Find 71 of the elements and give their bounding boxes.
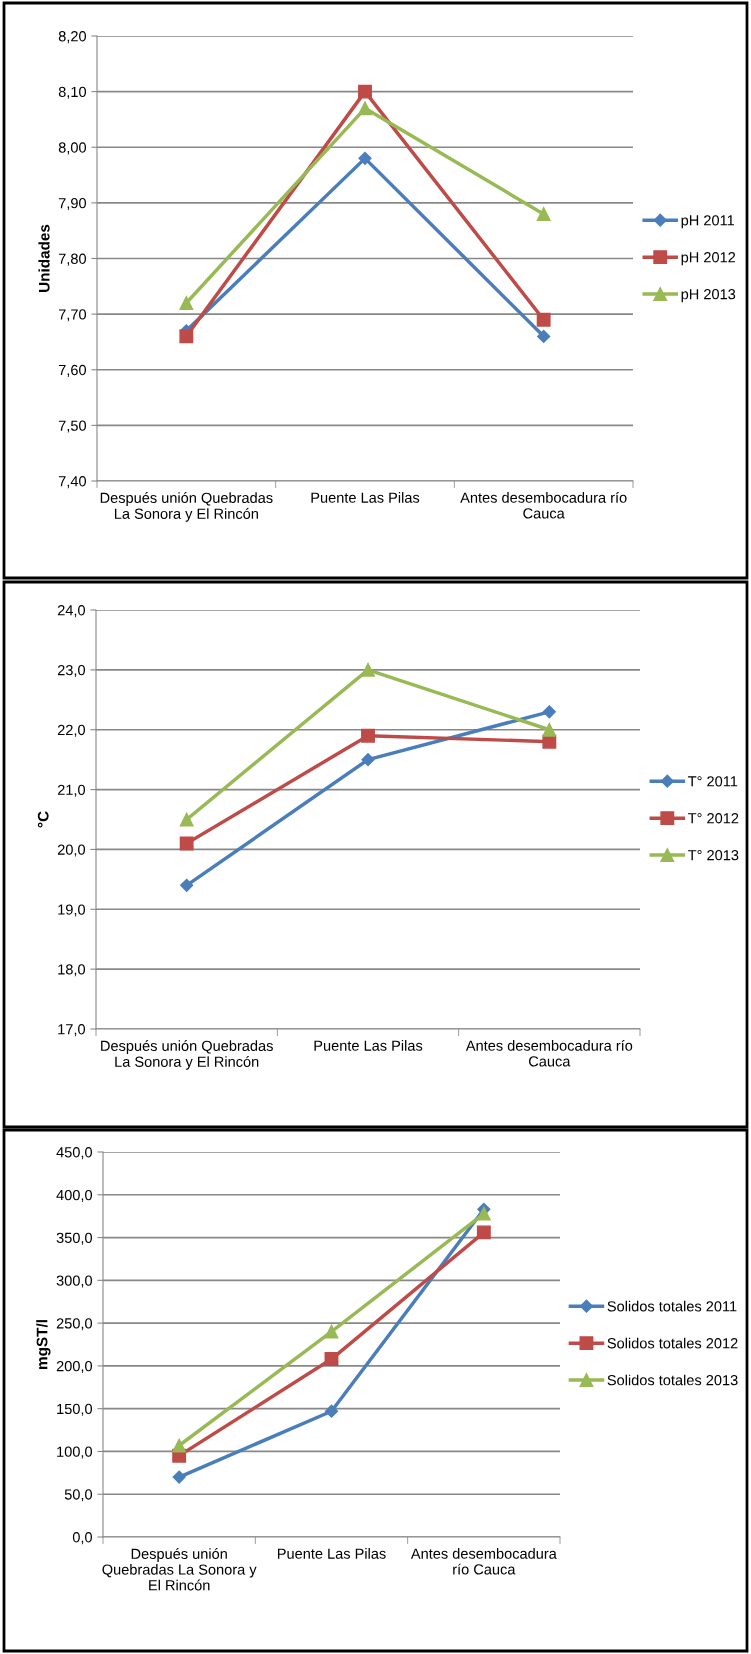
legend-label: Solidos totales 2012 [607,1337,738,1349]
y-tick-label: 8,20 [58,31,87,44]
x-tick-label: Antes desembocadura río Cauca [465,1039,633,1067]
y-tick-label: 23,0 [57,664,86,678]
legend-label: Solidos totales 2013 [607,1374,738,1386]
point [361,753,375,767]
y-tick-label: 7,70 [58,309,87,322]
y-tick-label: 24,0 [57,605,86,618]
legend-label: T° 2011 [688,776,738,787]
x-tick-label: Antes desembocadura río Cauca [460,491,627,519]
point [542,705,556,719]
point [358,151,372,165]
point [476,1225,491,1240]
y-tick-label: 7,90 [58,197,87,211]
y-tick-label: 7,50 [58,420,87,433]
y-tick-label: 7,40 [58,476,87,489]
point [172,1470,186,1484]
y-tick-label: 100,0 [57,1446,93,1459]
y-tick-label: 0,0 [72,1532,93,1545]
point [324,1324,339,1339]
point [179,329,194,344]
y-tick-label: 18,0 [58,964,86,977]
legend-label: pH 2012 [681,252,736,266]
point [476,1206,491,1221]
point [537,329,551,343]
point [172,1438,187,1453]
y-tick-label: 300,0 [56,1275,93,1288]
y-tick-label: 450,0 [56,1147,93,1160]
x-tick-label: Después unión Quebradas La Sonora y El Rincón [102,1548,257,1591]
legend-label: pH 2011 [681,215,734,229]
y-axis-title: °C [37,811,49,828]
y-tick-label: 50,0 [64,1489,93,1502]
x-tick-label: Después unión Quebradas La Sonora y El Rincón [100,492,273,522]
y-tick-label: 21,0 [57,784,86,797]
y-axis-title: mgST/l [36,1320,51,1369]
y-tick-label: 17,0 [58,1024,86,1037]
y-axis-title: Unidades [38,224,50,292]
x-tick-label: Antes desembocadura río Cauca [410,1548,557,1575]
y-tick-label: 8,10 [58,86,87,99]
point [536,207,551,221]
point [324,1352,339,1366]
y-tick-label: 7,60 [58,364,87,377]
point [358,84,372,99]
point [358,101,372,116]
x-tick-label: Puente Las Pilas [277,1548,386,1559]
y-tick-label: 250,0 [56,1318,93,1331]
y-tick-label: 22,0 [57,724,86,737]
legend-label: T° 2012 [688,813,739,824]
point [361,662,375,677]
x-tick-label: Después unión Quebradas La Sonora y El Rincón [101,1040,273,1070]
legend-label: pH 2013 [681,289,736,303]
y-tick-label: 200,0 [56,1360,93,1374]
point [361,728,375,743]
point [536,312,551,327]
y-tick-label: 8,00 [58,142,87,155]
y-tick-label: 150,0 [57,1403,93,1416]
legend-label: Solidos totales 2011 [607,1300,737,1312]
y-tick-label: 20,0 [57,844,86,857]
y-tick-label: 7,80 [58,253,87,266]
legend-label: T° 2013 [688,850,739,861]
x-tick-label: Puente Las Pilas [311,492,420,503]
y-tick-label: 19,0 [58,904,86,917]
point [324,1404,339,1418]
y-tick-label: 350,0 [56,1232,93,1245]
x-tick-label: Puente Las Pilas [314,1040,423,1051]
point [542,722,557,737]
point [179,296,194,310]
point [179,836,194,851]
y-tick-label: 400,0 [56,1189,93,1202]
point [179,812,194,827]
point [180,878,194,892]
